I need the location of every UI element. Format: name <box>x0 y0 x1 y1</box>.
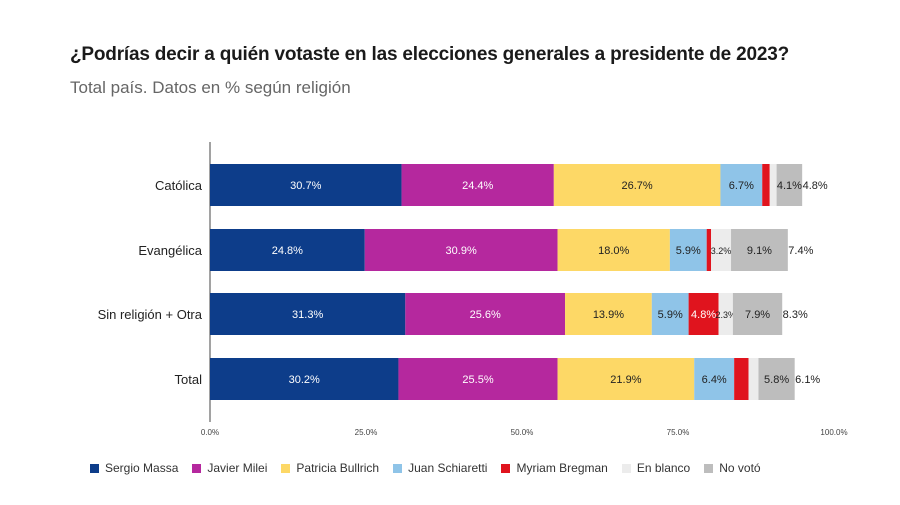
bar-segment <box>734 358 749 400</box>
chart-subtitle: Total país. Datos en % según religión <box>70 78 351 97</box>
bar-segment <box>405 293 566 335</box>
bar-segment <box>720 164 763 206</box>
bar-segment <box>557 358 695 400</box>
data-label: 25.5% <box>462 374 493 386</box>
outside-label: 4.8% <box>803 180 828 192</box>
legend-swatch <box>192 463 202 473</box>
data-label: 3.2% <box>711 246 732 256</box>
data-label: 26.7% <box>622 180 653 192</box>
legend-label: Juan Schiaretti <box>408 461 488 475</box>
data-label: 25.6% <box>470 309 501 321</box>
bar-segment <box>210 164 402 206</box>
bar-segment <box>565 293 652 335</box>
legend-item: Sergio Massa <box>90 461 178 475</box>
category-label: Total <box>175 372 203 387</box>
bar-segment <box>748 358 759 400</box>
outside-label: 6.1% <box>795 374 820 386</box>
legend-item: Patricia Bullrich <box>281 461 379 475</box>
stacked-bar-chart: 0.0% 25.0% 50.0% 75.0% 100.0% Católica 30.7% 24… <box>98 142 848 437</box>
data-label: 5.8% <box>764 374 789 386</box>
data-label: 6.7% <box>729 180 754 192</box>
chart-legend: Sergio Massa Javier Milei Patricia Bullric… <box>90 461 775 475</box>
data-label: 13.9% <box>593 309 624 321</box>
bar-segment <box>398 358 558 400</box>
x-tick-label: 100.0% <box>820 428 847 437</box>
bar-segment <box>769 164 777 206</box>
legend-swatch <box>704 463 714 473</box>
category-label: Sin religión + Otra <box>98 307 203 322</box>
bar-segment <box>732 293 783 335</box>
bar-segment <box>776 164 803 206</box>
bar-segment <box>758 358 795 400</box>
bar-segment <box>557 229 670 271</box>
bar-segment <box>688 293 719 335</box>
legend-label: No votó <box>719 461 761 475</box>
bar-segment <box>706 229 712 271</box>
legend-label: Sergio Massa <box>105 461 179 475</box>
data-label: 21.9% <box>610 374 641 386</box>
data-label: 30.7% <box>290 180 321 192</box>
legend-item: No votó <box>704 461 761 475</box>
chart-title: ¿Podrías decir a quién votaste en las el… <box>70 44 789 65</box>
data-label: 24.4% <box>462 180 493 192</box>
bar-segment <box>711 229 732 271</box>
legend-swatch <box>501 463 511 473</box>
bar-segment <box>731 229 788 271</box>
x-tick-label: 25.0% <box>355 428 378 437</box>
bar-segment <box>364 229 558 271</box>
legend-swatch <box>281 463 291 473</box>
legend-item: Juan Schiaretti <box>393 461 487 475</box>
legend-label: Patricia Bullrich <box>296 461 380 475</box>
legend-item: Javier Milei <box>192 461 267 475</box>
bar-segment <box>669 229 707 271</box>
legend-label: Myriam Bregman <box>516 461 608 475</box>
x-tick-label: 50.0% <box>511 428 534 437</box>
data-label: 30.2% <box>289 374 320 386</box>
data-label: 2.3% <box>715 310 736 320</box>
data-label: 4.1% <box>777 180 802 192</box>
bar-segment <box>210 293 406 335</box>
data-label: 7.9% <box>745 309 770 321</box>
data-label: 5.9% <box>676 245 701 257</box>
legend-item: En blanco <box>621 461 691 475</box>
x-tick-label: 0.0% <box>201 428 219 437</box>
data-label: 31.3% <box>292 309 323 321</box>
category-label: Católica <box>155 178 203 193</box>
legend-swatch <box>90 463 99 473</box>
bar-segment <box>651 293 689 335</box>
data-label: 5.9% <box>658 309 683 321</box>
bar-segment <box>210 358 399 400</box>
legend-swatch <box>393 463 403 473</box>
legend-label: Javier Milei <box>207 461 268 475</box>
legend-item: Myriam Bregman <box>501 461 608 475</box>
outside-label: 8.3% <box>783 309 808 321</box>
bar-segment <box>401 164 554 206</box>
bar-segment <box>210 229 365 271</box>
data-label: 24.8% <box>272 245 303 257</box>
legend-swatch <box>621 463 631 473</box>
legend-label: En blanco <box>636 461 691 475</box>
x-tick-label: 75.0% <box>667 428 690 437</box>
data-label: 9.1% <box>747 245 772 257</box>
data-label: 6.4% <box>702 374 727 386</box>
data-label: 18.0% <box>598 245 629 257</box>
bar-segment <box>694 358 735 400</box>
bar-segment <box>718 293 733 335</box>
category-label: Evangélica <box>138 243 202 258</box>
outside-label: 7.4% <box>788 245 813 257</box>
bar-segment <box>553 164 721 206</box>
data-label: 30.9% <box>446 245 477 257</box>
bar-segment <box>762 164 770 206</box>
data-label: 4.8% <box>691 309 716 321</box>
